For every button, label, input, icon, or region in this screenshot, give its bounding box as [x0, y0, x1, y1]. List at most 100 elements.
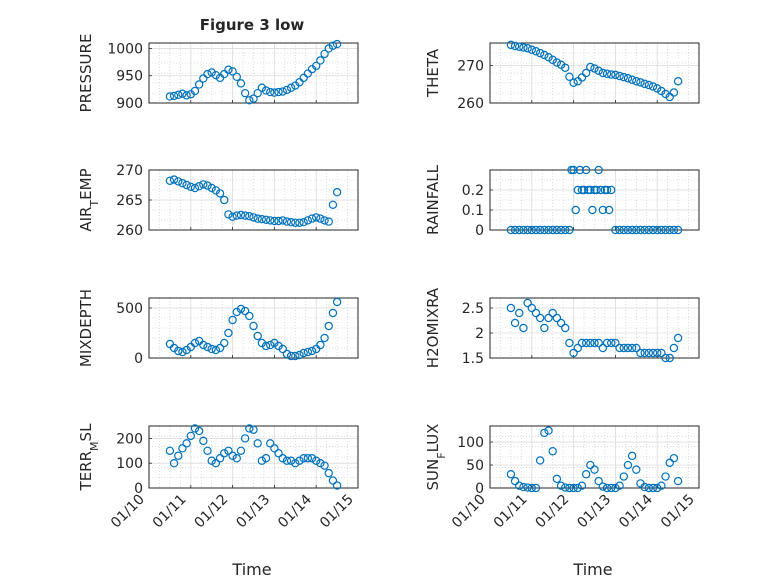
y-tick-label: 0: [475, 223, 484, 239]
data-point: [653, 84, 662, 93]
y-axis-label: RAINFALL: [424, 164, 442, 235]
data-point: [303, 347, 313, 357]
data-point: [174, 177, 183, 186]
data-point: [506, 225, 516, 235]
data-point: [211, 345, 221, 355]
y-tick-label: 50: [466, 458, 484, 474]
data-point: [236, 79, 246, 88]
data-point: [165, 446, 175, 455]
y-tick-label: 0.1: [462, 203, 484, 219]
data-point: [295, 218, 304, 227]
data-point: [579, 185, 589, 195]
data-point: [615, 71, 624, 81]
data-point: [178, 89, 187, 98]
data-point: [274, 216, 283, 226]
data-point: [552, 313, 562, 323]
data-point: [665, 458, 674, 467]
data-point: [324, 468, 333, 478]
data-point: [328, 476, 338, 485]
data-point: [270, 444, 279, 453]
y-tick-label: 200: [116, 431, 143, 447]
data-point: [540, 428, 549, 438]
data-point: [220, 338, 229, 348]
data-point: [540, 323, 549, 333]
y-tick-label: 950: [116, 69, 143, 85]
data-point: [577, 481, 587, 490]
data-point: [274, 449, 283, 458]
data-point: [556, 481, 566, 490]
data-point: [615, 481, 624, 490]
data-point: [604, 205, 614, 215]
data-point: [636, 78, 645, 87]
data-point: [648, 483, 658, 493]
data-point: [178, 178, 187, 188]
data-point: [224, 65, 233, 74]
data-point: [632, 77, 641, 86]
data-point: [640, 225, 649, 235]
data-point: [535, 48, 545, 58]
data-point: [611, 70, 620, 80]
data-point: [673, 77, 683, 86]
data-point: [548, 447, 557, 456]
data-point: [661, 472, 670, 481]
y-tick-label: 900: [116, 96, 143, 112]
data-point: [535, 456, 545, 465]
y-label-subscript: T: [88, 200, 101, 208]
data-point: [531, 225, 541, 235]
y-tick-label: 1.5: [462, 351, 484, 367]
data-point: [669, 225, 679, 235]
y-label-main: SUN: [424, 459, 442, 491]
data-point: [588, 205, 597, 215]
data-point: [561, 483, 570, 492]
data-point: [519, 323, 528, 333]
data-point: [261, 341, 271, 351]
data-point: [282, 85, 292, 95]
data-point: [515, 308, 524, 318]
data-point: [657, 481, 666, 490]
data-point: [203, 181, 212, 190]
subplot-mixdepth: 0 500 MIXDEPTH: [77, 289, 359, 367]
data-point: [611, 225, 620, 235]
data-point: [615, 225, 624, 235]
data-point: [586, 338, 595, 348]
data-point: [556, 318, 566, 328]
data-point: [510, 476, 520, 486]
data-point: [561, 63, 570, 72]
data-point: [602, 483, 612, 493]
subplot-rainfall: 0 0.1 0.2 RAINFALL: [424, 164, 700, 239]
data-point: [607, 338, 616, 348]
data-point: [531, 308, 541, 318]
data-point: [257, 456, 267, 465]
data-point: [519, 225, 528, 235]
data-point: [665, 353, 674, 363]
y-tick-label: 0.2: [462, 183, 484, 199]
data-point: [215, 343, 225, 353]
data-point: [602, 185, 612, 195]
data-point: [623, 225, 633, 235]
data-point: [282, 217, 292, 226]
data-point: [332, 187, 342, 197]
y-tick-label: 2: [475, 326, 484, 342]
y-axis-label: SUNFLUX: [424, 424, 448, 491]
y-tick-label: 1000: [107, 41, 143, 57]
data-point: [274, 87, 283, 97]
data-point: [182, 439, 191, 448]
y-axis-label: AIRTEMP: [77, 168, 101, 231]
data-point: [220, 449, 229, 458]
y-label-rest: SL: [77, 423, 95, 442]
data-point: [199, 436, 208, 446]
data-point: [535, 225, 545, 235]
data-point: [594, 476, 603, 486]
data-point: [253, 331, 262, 341]
data-point: [602, 338, 612, 348]
data-point: [194, 426, 204, 436]
data-point: [673, 476, 683, 486]
data-point: [174, 90, 183, 100]
data-point: [590, 465, 599, 474]
data-point: [636, 225, 645, 235]
data-point: [523, 483, 532, 492]
data-point: [182, 180, 191, 190]
data-point: [548, 225, 557, 235]
y-tick-label: 0: [134, 351, 143, 367]
data-point: [240, 211, 250, 220]
